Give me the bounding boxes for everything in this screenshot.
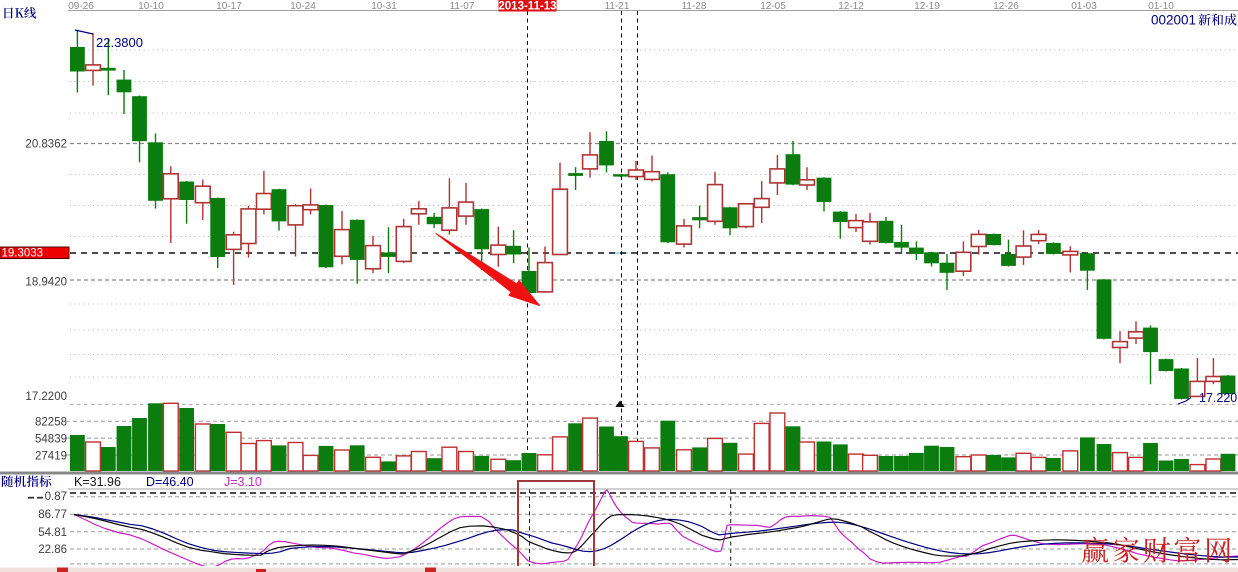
- svg-text:09-26: 09-26: [68, 1, 94, 12]
- svg-text:11-07: 11-07: [450, 1, 475, 12]
- svg-text:10-31: 10-31: [371, 1, 397, 12]
- svg-text:12-19: 12-19: [914, 1, 940, 12]
- svg-text:12-05: 12-05: [760, 1, 786, 12]
- svg-text:12-26: 12-26: [993, 1, 1019, 12]
- svg-text:22.86: 22.86: [38, 544, 67, 556]
- svg-text:K=31.96: K=31.96: [74, 475, 121, 489]
- svg-text:17.2200: 17.2200: [25, 391, 67, 403]
- svg-text:10-24: 10-24: [290, 1, 316, 12]
- svg-text:20.8362: 20.8362: [25, 139, 67, 151]
- svg-text:11-21: 11-21: [605, 1, 630, 12]
- svg-text:12-12: 12-12: [838, 1, 864, 12]
- svg-text:27419: 27419: [35, 451, 67, 463]
- svg-text:10-17: 10-17: [216, 1, 242, 12]
- svg-text:2013-11-13: 2013-11-13: [498, 1, 556, 13]
- svg-text:11-28: 11-28: [682, 1, 707, 12]
- svg-text:01-10: 01-10: [1148, 1, 1174, 12]
- svg-text:002001: 002001: [1151, 13, 1196, 28]
- svg-text:D=46.40: D=46.40: [146, 475, 194, 489]
- svg-text:01-03: 01-03: [1071, 1, 1097, 12]
- svg-text:17.220: 17.220: [1199, 391, 1237, 405]
- svg-text:54.81: 54.81: [38, 527, 67, 539]
- svg-text:86.77: 86.77: [38, 509, 67, 521]
- svg-text:22.3800: 22.3800: [96, 35, 143, 50]
- svg-text:10-10: 10-10: [138, 1, 164, 12]
- svg-text:19.3033: 19.3033: [2, 248, 44, 260]
- svg-text:54839: 54839: [35, 434, 67, 446]
- svg-text:0.87: 0.87: [45, 491, 67, 503]
- svg-text:J=3.10: J=3.10: [224, 475, 262, 489]
- svg-text:82258: 82258: [35, 417, 67, 429]
- svg-text:18.9420: 18.9420: [25, 277, 67, 289]
